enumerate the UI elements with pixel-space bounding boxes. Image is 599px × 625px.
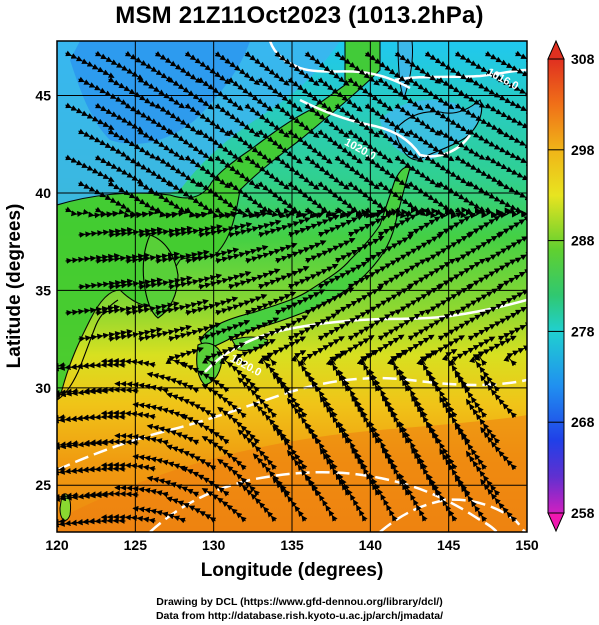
credit-data-source: Data from http://database.rish.kyoto-u.a… [155,610,444,622]
streamline [165,346,204,368]
streamline [514,50,527,77]
x-tick-label: 145 [437,537,461,553]
x-axis-label: Longitude (degrees) [201,560,384,581]
x-tick-label: 125 [124,537,148,553]
plot-frame [56,40,528,533]
streamline [503,338,527,367]
streamline [398,473,428,522]
x-tick-label: 130 [202,537,226,553]
streamline [497,260,527,290]
chart-title: MSM 21Z11Oct2023 (1013.2hPa) [115,2,484,29]
streamline [514,154,527,181]
x-tick-label: 135 [280,537,304,553]
streamline [237,481,278,523]
streamline [497,314,527,342]
streamline [497,180,527,208]
streamline [514,102,527,129]
streamline [305,474,338,522]
streamline [497,128,527,156]
y-tick-label: 25 [35,477,51,493]
streamline [368,472,398,522]
streamline [497,207,527,238]
y-tick-label: 45 [35,88,51,104]
x-tick-label: 150 [515,537,539,553]
y-tick-label: 30 [35,380,51,396]
streamline [514,288,527,316]
streamline [497,76,527,104]
streamline [454,475,488,523]
y-tick-label: 35 [35,282,51,298]
streamline [100,357,156,368]
x-tick-label: 120 [45,537,69,553]
streamline [480,374,517,419]
y-axis-label: Latitude (degrees) [4,204,25,369]
streamline [480,426,517,471]
streamline [337,473,368,522]
y-tick-label: 40 [35,185,51,201]
wind-streamlines [57,50,527,529]
streamline [514,234,527,264]
streamline [427,473,458,522]
streamline [480,478,517,523]
x-tick-label: 140 [359,537,383,553]
credit-drawing: Drawing by DCL (https://www.gfd-dennou.o… [156,596,443,608]
